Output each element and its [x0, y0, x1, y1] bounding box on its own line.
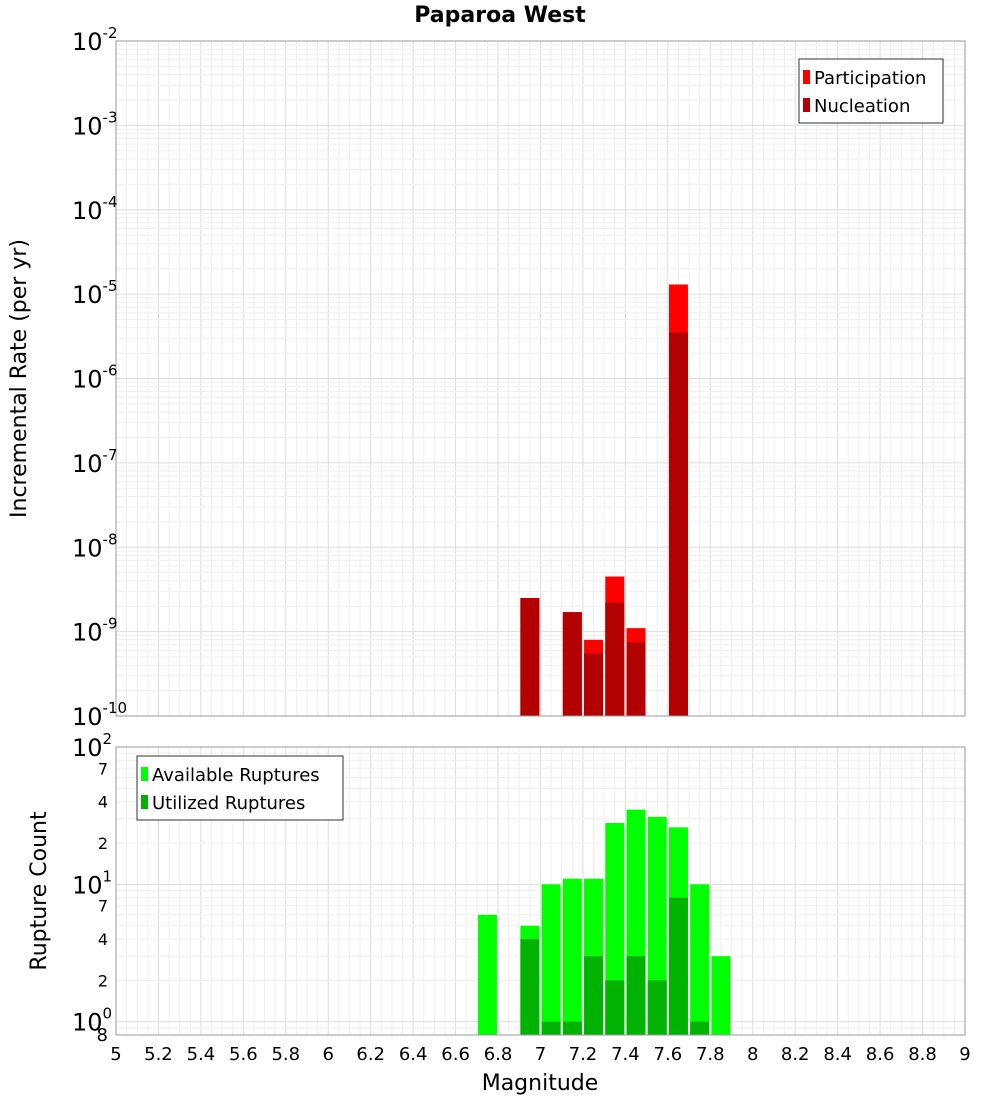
y-tick-label: 10-2: [72, 24, 118, 56]
bar-nucleation: [584, 653, 604, 716]
y-tick-label: 10-6: [72, 362, 118, 394]
bottom-plot-bars: [477, 809, 731, 1035]
y-tick-label: 10-9: [72, 615, 118, 647]
bar-utilized-ruptures: [647, 980, 667, 1035]
x-tick-label: 6.6: [441, 1044, 470, 1065]
top-legend: Participation Nucleation: [798, 58, 944, 124]
bar-nucleation: [605, 602, 625, 716]
bar-nucleation: [562, 612, 582, 716]
legend-label: Participation: [814, 68, 926, 89]
legend-label: Utilized Ruptures: [152, 793, 305, 814]
top-plot-grid: [115, 40, 966, 717]
bar-available-ruptures: [477, 914, 497, 1035]
bar-utilized-ruptures: [562, 1021, 582, 1035]
bar-utilized-ruptures: [584, 956, 604, 1035]
y-tick-label: 10-8: [72, 530, 118, 562]
bar-utilized-ruptures: [690, 1021, 710, 1035]
x-tick-label: 7: [535, 1044, 546, 1065]
y-tick-label: 101: [72, 867, 112, 899]
legend-label: Available Ruptures: [152, 765, 320, 786]
x-tick-label: 6: [323, 1044, 334, 1065]
x-tick-label: 7.4: [611, 1044, 640, 1065]
y-minor-tick-label: 2: [98, 971, 108, 990]
bar-utilized-ruptures: [541, 1021, 561, 1035]
x-tick-label: 7.8: [696, 1044, 725, 1065]
bar-nucleation: [520, 598, 540, 716]
bar-utilized-ruptures: [605, 980, 625, 1035]
top-y-axis-label: Incremental Rate (per yr): [7, 239, 32, 518]
x-tick-label: 6.8: [484, 1044, 513, 1065]
bar-available-ruptures: [541, 884, 561, 1035]
bottom-legend: Available Ruptures Utilized Ruptures: [136, 755, 344, 821]
bar-utilized-ruptures: [626, 956, 646, 1035]
y-minor-tick-label: 7: [98, 759, 108, 778]
legend-label: Nucleation: [814, 96, 910, 117]
y-tick-label: 10-3: [72, 108, 118, 140]
bar-available-ruptures: [711, 956, 731, 1035]
bottom-plot-frame: [115, 746, 966, 1036]
x-tick-label: 9: [959, 1044, 970, 1065]
x-tick-label: 8.8: [908, 1044, 937, 1065]
x-tick-label: 7.2: [569, 1044, 598, 1065]
x-tick-label: 5.6: [229, 1044, 258, 1065]
bar-available-ruptures: [690, 884, 710, 1035]
x-tick-label: 8: [747, 1044, 758, 1065]
bar-nucleation: [668, 332, 688, 716]
y-minor-tick-label: 2: [98, 834, 108, 853]
y-minor-tick-label: 8: [97, 1025, 108, 1046]
legend-swatch: [141, 767, 148, 781]
chart-title: Paparoa West: [414, 3, 586, 28]
top-plot-bars: [520, 284, 688, 716]
x-axis-label: Magnitude: [482, 1071, 599, 1096]
x-tick-label: 5.2: [144, 1044, 173, 1065]
bar-available-ruptures: [562, 878, 582, 1035]
x-tick-label: 8.6: [866, 1044, 895, 1065]
bar-utilized-ruptures: [668, 897, 688, 1035]
legend-box: [136, 755, 344, 821]
top-plot-frame: [115, 40, 966, 717]
x-tick-label: 5.4: [187, 1044, 216, 1065]
legend-box: [798, 58, 944, 124]
y-minor-tick-label: 7: [98, 897, 108, 916]
bar-nucleation: [626, 642, 646, 716]
x-tick-label: 7.6: [654, 1044, 683, 1065]
legend-swatch: [141, 795, 148, 809]
y-tick-label: 100: [72, 1005, 112, 1037]
top-y-tick-labels: 10-10 10-9 10-8 10-7 10-6 10-5 10-4 10-3 10-2: [72, 24, 127, 731]
x-tick-label: 6.4: [399, 1044, 428, 1065]
y-tick-label: 10-5: [72, 277, 118, 309]
legend-swatch: [803, 70, 810, 84]
bar-utilized-ruptures: [520, 939, 540, 1035]
legend-swatch: [803, 98, 810, 112]
bottom-y-axis-label: Rupture Count: [27, 811, 52, 971]
x-tick-label: 5: [110, 1044, 121, 1065]
x-tick-label: 5.8: [271, 1044, 300, 1065]
x-tick-label: 6.2: [356, 1044, 385, 1065]
bottom-y-tick-labels: 100 101 102 8 2 4 7 2 4 7: [72, 730, 112, 1046]
y-minor-tick-label: 4: [98, 793, 108, 812]
x-tick-label: 8.4: [823, 1044, 852, 1065]
y-tick-label: 10-4: [72, 193, 118, 225]
x-tick-labels: 5 5.2 5.4 5.6 5.8 6 6.2 6.4 6.6 6.8 7 7.2 7.4 7.6 7.8 8…: [110, 1044, 970, 1065]
y-tick-label: 10-7: [72, 446, 118, 478]
y-tick-label: 102: [72, 730, 112, 762]
y-tick-label: 10-10: [72, 699, 127, 731]
y-minor-tick-label: 4: [98, 930, 108, 949]
x-tick-label: 8.2: [781, 1044, 810, 1065]
